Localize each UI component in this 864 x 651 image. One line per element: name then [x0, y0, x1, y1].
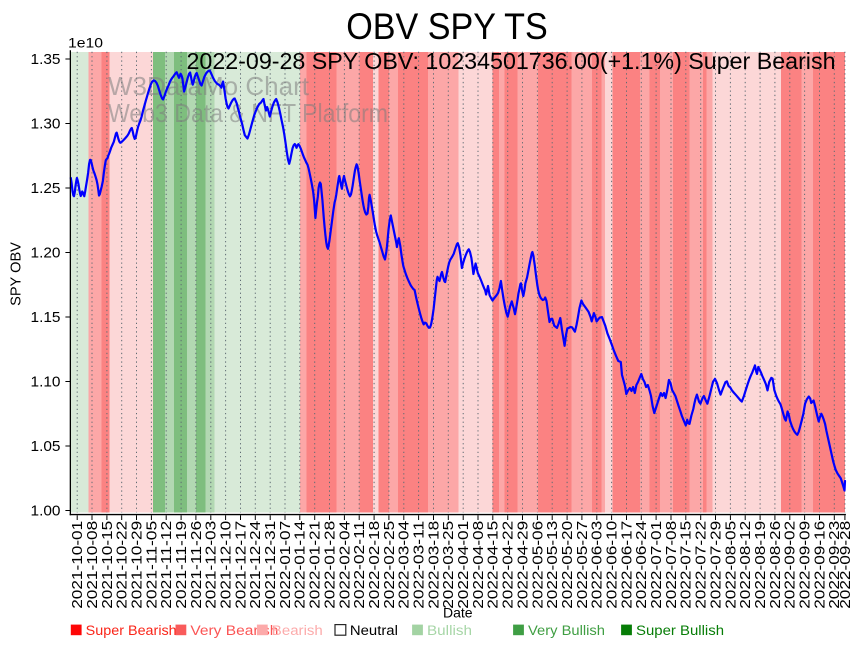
svg-text:2022-07-08: 2022-07-08: [664, 521, 680, 609]
svg-text:1.00: 1.00: [31, 503, 61, 519]
svg-text:2022-08-19: 2022-08-19: [753, 521, 769, 609]
svg-text:2021-10-15: 2021-10-15: [100, 521, 116, 609]
svg-text:2022-09-23: 2022-09-23: [827, 521, 843, 609]
svg-text:2022-09-02: 2022-09-02: [783, 521, 799, 609]
svg-text:2022-08-05: 2022-08-05: [723, 521, 739, 609]
svg-text:1.25: 1.25: [31, 181, 61, 197]
svg-text:2022-01-14: 2022-01-14: [293, 521, 309, 609]
svg-text:2022-06-03: 2022-06-03: [590, 521, 606, 609]
svg-text:2022-06-10: 2022-06-10: [605, 521, 621, 609]
svg-text:2022-03-18: 2022-03-18: [426, 521, 442, 609]
svg-text:2021-12-10: 2021-12-10: [219, 521, 235, 609]
svg-text:1.35: 1.35: [31, 52, 61, 68]
svg-text:1.30: 1.30: [31, 116, 61, 132]
svg-text:OBV SPY TS: OBV SPY TS: [346, 5, 548, 47]
svg-text:2022-07-22: 2022-07-22: [694, 521, 710, 609]
svg-text:2022-04-01: 2022-04-01: [456, 521, 472, 609]
svg-text:2022-05-27: 2022-05-27: [575, 521, 591, 609]
svg-text:2022-04-22: 2022-04-22: [501, 521, 517, 609]
svg-text:Bearish: Bearish: [272, 623, 323, 638]
svg-text:2021-11-26: 2021-11-26: [189, 521, 205, 609]
svg-text:Super Bearish: Super Bearish: [86, 623, 177, 638]
svg-text:2021-11-05: 2021-11-05: [144, 521, 160, 609]
svg-text:2022-01-07: 2022-01-07: [278, 521, 294, 609]
svg-text:1.15: 1.15: [31, 310, 61, 326]
svg-text:2022-07-15: 2022-07-15: [679, 521, 695, 609]
svg-text:2021-12-31: 2021-12-31: [263, 521, 279, 609]
svg-text:2022-09-28: 2022-09-28: [838, 521, 854, 609]
svg-text:2022-06-24: 2022-06-24: [634, 521, 650, 609]
svg-text:2022-02-04: 2022-02-04: [337, 521, 353, 609]
svg-text:Bullish: Bullish: [427, 623, 472, 638]
svg-text:2021-12-17: 2021-12-17: [233, 521, 249, 609]
svg-text:2022-02-25: 2022-02-25: [382, 521, 398, 609]
svg-text:2021-10-22: 2021-10-22: [115, 521, 131, 609]
svg-text:2022-01-21: 2022-01-21: [308, 521, 324, 609]
svg-text:2022-05-13: 2022-05-13: [545, 521, 561, 609]
svg-text:2022-03-25: 2022-03-25: [441, 521, 457, 609]
svg-text:1.05: 1.05: [31, 439, 61, 455]
svg-text:Date: Date: [443, 605, 473, 621]
svg-text:Very Bullish: Very Bullish: [528, 623, 605, 638]
svg-text:1.20: 1.20: [31, 245, 61, 261]
svg-text:2022-05-20: 2022-05-20: [560, 521, 576, 609]
svg-text:2022-04-15: 2022-04-15: [486, 521, 502, 609]
svg-text:2022-09-28 SPY OBV: 1023450173: 2022-09-28 SPY OBV: 10234501736.00(+1.1%…: [187, 48, 836, 74]
svg-text:Super Bullish: Super Bullish: [636, 623, 724, 638]
svg-text:2022-02-18: 2022-02-18: [367, 521, 383, 609]
svg-text:2022-04-08: 2022-04-08: [471, 521, 487, 609]
svg-text:Web3 Data & NFT Platform: Web3 Data & NFT Platform: [108, 98, 388, 128]
svg-text:2022-03-04: 2022-03-04: [397, 521, 413, 609]
svg-text:2022-05-06: 2022-05-06: [530, 521, 546, 609]
svg-text:2022-08-26: 2022-08-26: [768, 521, 784, 609]
svg-text:W3DataMo Chart: W3DataMo Chart: [108, 71, 310, 101]
svg-text:2021-10-29: 2021-10-29: [129, 521, 145, 609]
svg-text:SPY OBV: SPY OBV: [9, 242, 25, 306]
svg-text:2021-10-01: 2021-10-01: [70, 521, 86, 609]
svg-text:2022-07-01: 2022-07-01: [649, 521, 665, 609]
svg-text:2021-12-24: 2021-12-24: [248, 521, 264, 609]
svg-text:Very Bearish: Very Bearish: [190, 623, 278, 638]
svg-text:2021-10-08: 2021-10-08: [85, 521, 101, 609]
svg-text:Neutral: Neutral: [350, 623, 398, 638]
svg-text:2021-12-03: 2021-12-03: [204, 521, 220, 609]
svg-text:2022-03-11: 2022-03-11: [412, 521, 428, 609]
svg-text:2022-04-29: 2022-04-29: [515, 521, 531, 609]
svg-text:2022-09-16: 2022-09-16: [812, 521, 828, 609]
svg-text:2022-07-29: 2022-07-29: [708, 521, 724, 609]
svg-text:2021-11-19: 2021-11-19: [174, 521, 190, 609]
svg-text:2022-01-28: 2022-01-28: [322, 521, 338, 609]
svg-text:2022-02-11: 2022-02-11: [352, 521, 368, 609]
svg-text:2022-09-09: 2022-09-09: [798, 521, 814, 609]
svg-text:1.10: 1.10: [31, 374, 61, 390]
svg-text:2021-11-12: 2021-11-12: [159, 521, 175, 609]
svg-text:1e10: 1e10: [68, 34, 103, 50]
svg-text:2022-06-17: 2022-06-17: [619, 521, 635, 609]
svg-text:2022-08-12: 2022-08-12: [738, 521, 754, 609]
